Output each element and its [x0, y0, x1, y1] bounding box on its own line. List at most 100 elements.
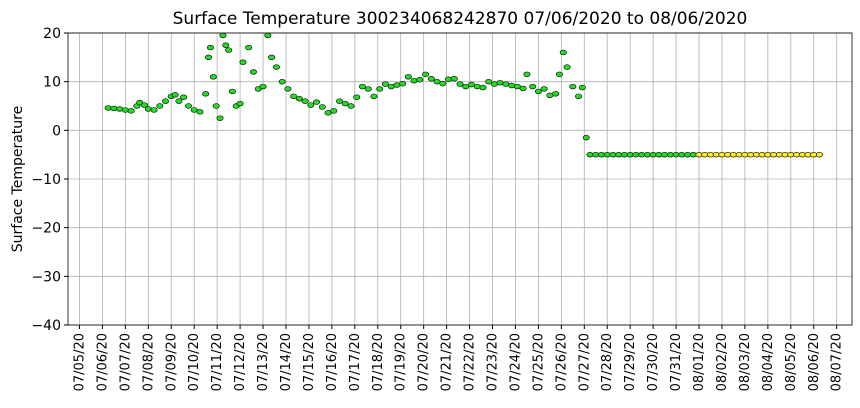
point [450, 76, 458, 82]
x-tick-label: 07/25/20 [531, 333, 546, 391]
x-tick-label: 07/06/20 [95, 333, 110, 391]
x-tick-label: 07/11/20 [210, 333, 225, 391]
point [439, 80, 447, 87]
point [116, 106, 124, 112]
point [523, 71, 531, 78]
point [496, 79, 504, 86]
x-tick-label: 08/02/20 [715, 333, 730, 391]
point [216, 115, 224, 121]
point [815, 151, 823, 158]
point [162, 98, 170, 104]
point [236, 100, 244, 107]
point [190, 107, 198, 113]
x-tick-label: 07/27/20 [577, 333, 592, 391]
x-tick-label: 07/17/20 [348, 333, 363, 391]
point [502, 81, 510, 87]
x-tick-label: 08/03/20 [738, 333, 753, 391]
point [341, 100, 349, 107]
point [364, 86, 372, 92]
point [513, 83, 521, 90]
x-tick-label: 07/09/20 [164, 333, 179, 391]
x-tick-label: 07/16/20 [325, 333, 340, 391]
point [206, 44, 214, 51]
y-tick-label: 20 [43, 26, 61, 42]
point [127, 108, 135, 114]
x-tick-label: 08/04/20 [761, 333, 776, 391]
point [422, 71, 430, 78]
point [268, 54, 276, 61]
x-tick-label: 07/31/20 [669, 333, 684, 391]
point [228, 88, 236, 95]
point [264, 32, 272, 39]
point [144, 106, 152, 112]
point [393, 82, 401, 88]
point [272, 64, 280, 70]
point [156, 103, 164, 109]
chart-title: Surface Temperature 300234068242870 07/0… [173, 9, 748, 29]
point [416, 77, 424, 83]
x-tick-label: 07/07/20 [118, 333, 133, 391]
x-tick-label: 07/22/20 [463, 333, 478, 391]
point [399, 80, 407, 87]
point [324, 110, 332, 116]
point [313, 99, 321, 105]
point [202, 91, 210, 97]
y-tick-label: −40 [31, 318, 61, 334]
point [175, 98, 183, 104]
point [180, 94, 188, 100]
point [445, 76, 453, 82]
point [121, 107, 129, 113]
point [519, 85, 527, 92]
point [295, 95, 303, 102]
point [278, 78, 286, 85]
point [330, 108, 338, 114]
point [171, 92, 179, 98]
point [284, 86, 292, 92]
x-tick-label: 08/07/20 [830, 333, 845, 391]
x-tick-label: 07/28/20 [600, 333, 615, 391]
point [546, 92, 554, 98]
x-tick-label: 07/18/20 [371, 333, 386, 391]
x-tick-label: 08/06/20 [807, 333, 822, 391]
y-tick-label: 10 [43, 75, 61, 91]
x-tick-label: 07/13/20 [256, 333, 271, 391]
point [110, 105, 118, 112]
x-tick-label: 08/01/20 [692, 333, 707, 391]
point [540, 86, 548, 92]
x-tick-label: 07/26/20 [554, 333, 569, 391]
point [575, 93, 583, 99]
point [222, 42, 230, 48]
point [370, 93, 378, 99]
point [353, 94, 361, 100]
point [529, 83, 537, 90]
point [387, 83, 395, 90]
point [555, 71, 563, 78]
x-tick-label: 07/12/20 [233, 333, 248, 391]
point [347, 103, 355, 109]
x-tick-label: 07/20/20 [417, 333, 432, 391]
x-tick-label: 07/30/20 [646, 333, 661, 391]
point [259, 83, 267, 90]
point [381, 81, 389, 87]
point [301, 98, 309, 104]
point [336, 98, 344, 104]
x-tick-label: 07/21/20 [440, 333, 455, 391]
point [508, 82, 516, 89]
y-tick-label: 0 [52, 123, 61, 139]
point [209, 74, 217, 80]
point [376, 86, 384, 92]
x-tick-label: 07/29/20 [623, 333, 638, 391]
point [205, 54, 213, 61]
point [462, 83, 470, 90]
point [245, 44, 253, 51]
point [433, 78, 441, 85]
point [410, 77, 418, 84]
point [184, 103, 192, 109]
x-tick-label: 07/23/20 [486, 333, 501, 391]
point [307, 102, 315, 108]
point [559, 49, 567, 56]
point [473, 83, 481, 90]
point [219, 32, 227, 39]
point [225, 47, 233, 53]
x-tick-label: 07/19/20 [394, 333, 409, 391]
